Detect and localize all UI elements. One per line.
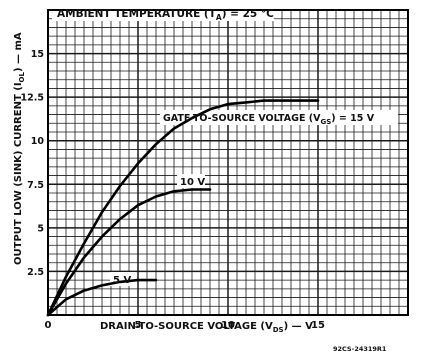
series-line-0 — [46, 99, 320, 317]
curve-label-15v: GATE-TO-SOURCE VOLTAGE (VGS) = 15 V — [163, 113, 375, 126]
y-tick-label: 5 — [37, 223, 44, 234]
grid-layer — [47, 6, 409, 316]
figure-code: 92CS-24319R1 — [333, 345, 387, 353]
curves-layer — [46, 99, 320, 317]
label-backing — [160, 110, 398, 125]
y-tick-label: 12.5 — [21, 93, 44, 104]
chart-title: AMBIENT TEMPERATURE (TA) = 25 °C — [57, 8, 274, 22]
tick-labels-layer: 0 5 10 15 2.5 5 7.5 10 12.5 15 — [21, 49, 325, 331]
x-tick-label: 5 — [135, 320, 142, 331]
y-tick-label: 15 — [31, 49, 44, 60]
curve-label-10v: 10 V — [180, 177, 205, 188]
y-tick-label: 10 — [31, 136, 45, 147]
y-tick-label: 7.5 — [27, 180, 44, 191]
y-tick-label: 2.5 — [27, 267, 44, 278]
x-axis-label: DRAIN-TO-SOURCE VOLTAGE (VDS) — V — [100, 321, 313, 334]
curve-label-5v: 5 V — [113, 275, 131, 286]
label-backing — [177, 174, 205, 188]
x-tick-label: 10 — [221, 320, 235, 331]
y-axis-label: OUTPUT LOW (SINK) CURRENT (IOL) — mA — [13, 32, 26, 265]
x-tick-label: 15 — [311, 320, 325, 331]
axes-layer — [47, 9, 409, 316]
series-line-2 — [46, 278, 158, 317]
plot-frame — [47, 9, 409, 316]
series-line-1 — [46, 188, 212, 317]
x-tick-label: 0 — [45, 320, 52, 331]
